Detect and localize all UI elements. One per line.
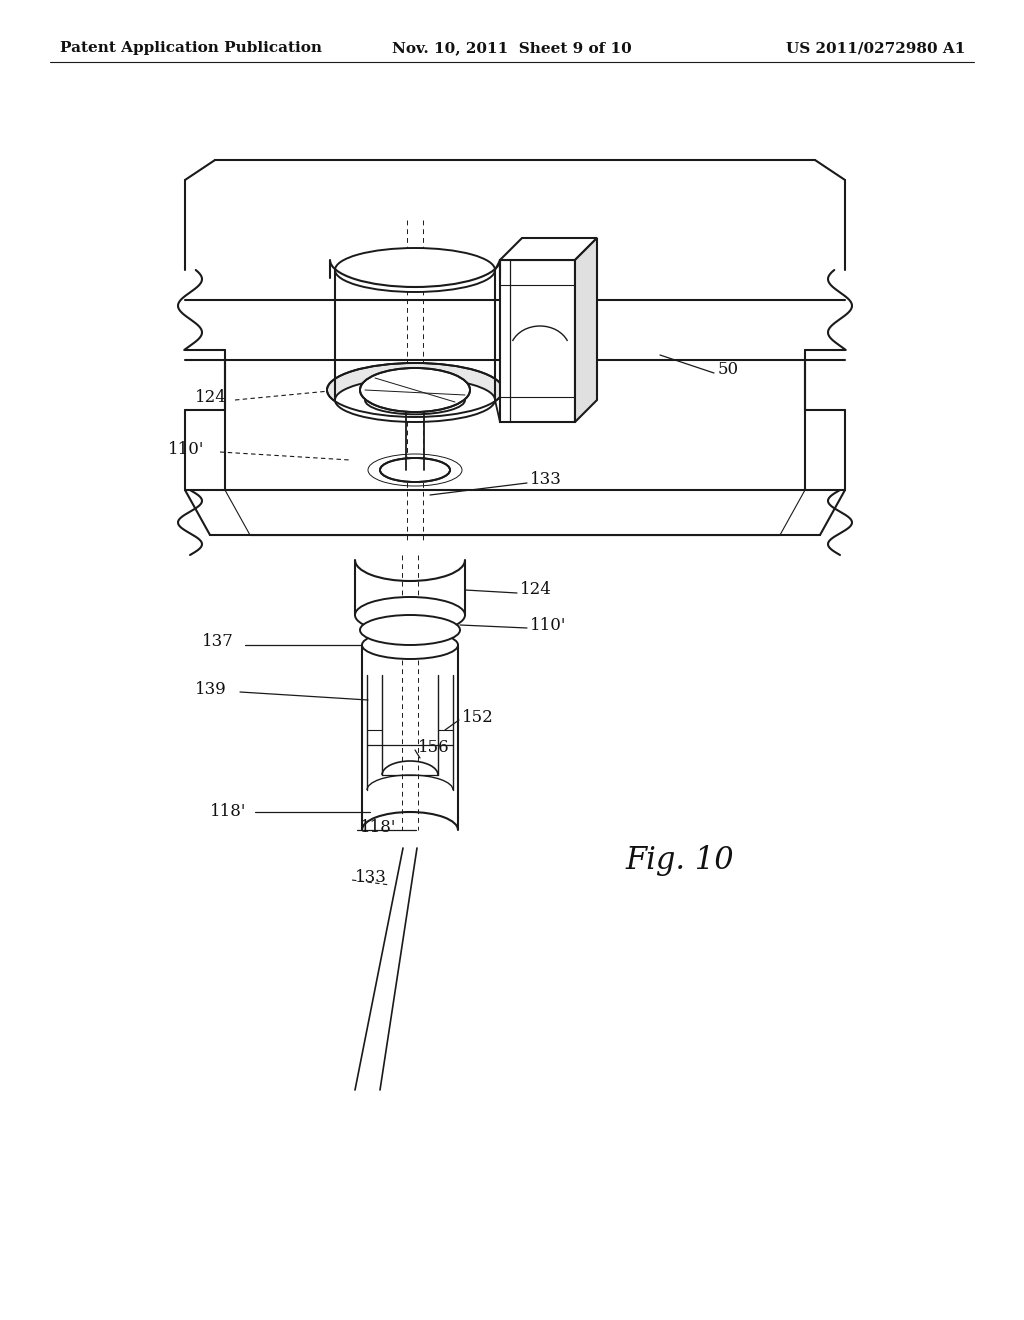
Text: Nov. 10, 2011  Sheet 9 of 10: Nov. 10, 2011 Sheet 9 of 10 xyxy=(392,41,632,55)
Polygon shape xyxy=(500,260,575,422)
Text: 137: 137 xyxy=(202,634,233,651)
Ellipse shape xyxy=(380,458,450,482)
Polygon shape xyxy=(500,238,597,260)
Ellipse shape xyxy=(365,385,465,414)
Text: 133: 133 xyxy=(530,471,562,488)
Ellipse shape xyxy=(335,248,495,292)
Ellipse shape xyxy=(360,368,470,412)
Text: 50: 50 xyxy=(718,362,739,379)
Text: 118': 118' xyxy=(360,820,396,837)
Text: 110': 110' xyxy=(530,616,566,634)
Text: 156: 156 xyxy=(418,739,450,756)
Text: 110': 110' xyxy=(168,441,205,458)
Text: US 2011/0272980 A1: US 2011/0272980 A1 xyxy=(785,41,965,55)
Text: 124: 124 xyxy=(195,388,227,405)
Text: 118': 118' xyxy=(210,804,247,821)
Ellipse shape xyxy=(327,363,503,417)
Ellipse shape xyxy=(335,378,495,422)
Ellipse shape xyxy=(362,631,458,659)
Text: Fig. 10: Fig. 10 xyxy=(626,845,734,875)
Text: 152: 152 xyxy=(462,710,494,726)
Text: 124: 124 xyxy=(520,582,552,598)
Polygon shape xyxy=(575,238,597,422)
Text: 139: 139 xyxy=(195,681,226,698)
Text: Patent Application Publication: Patent Application Publication xyxy=(60,41,322,55)
Ellipse shape xyxy=(360,615,460,645)
Text: 133: 133 xyxy=(355,870,387,887)
Ellipse shape xyxy=(355,597,465,634)
